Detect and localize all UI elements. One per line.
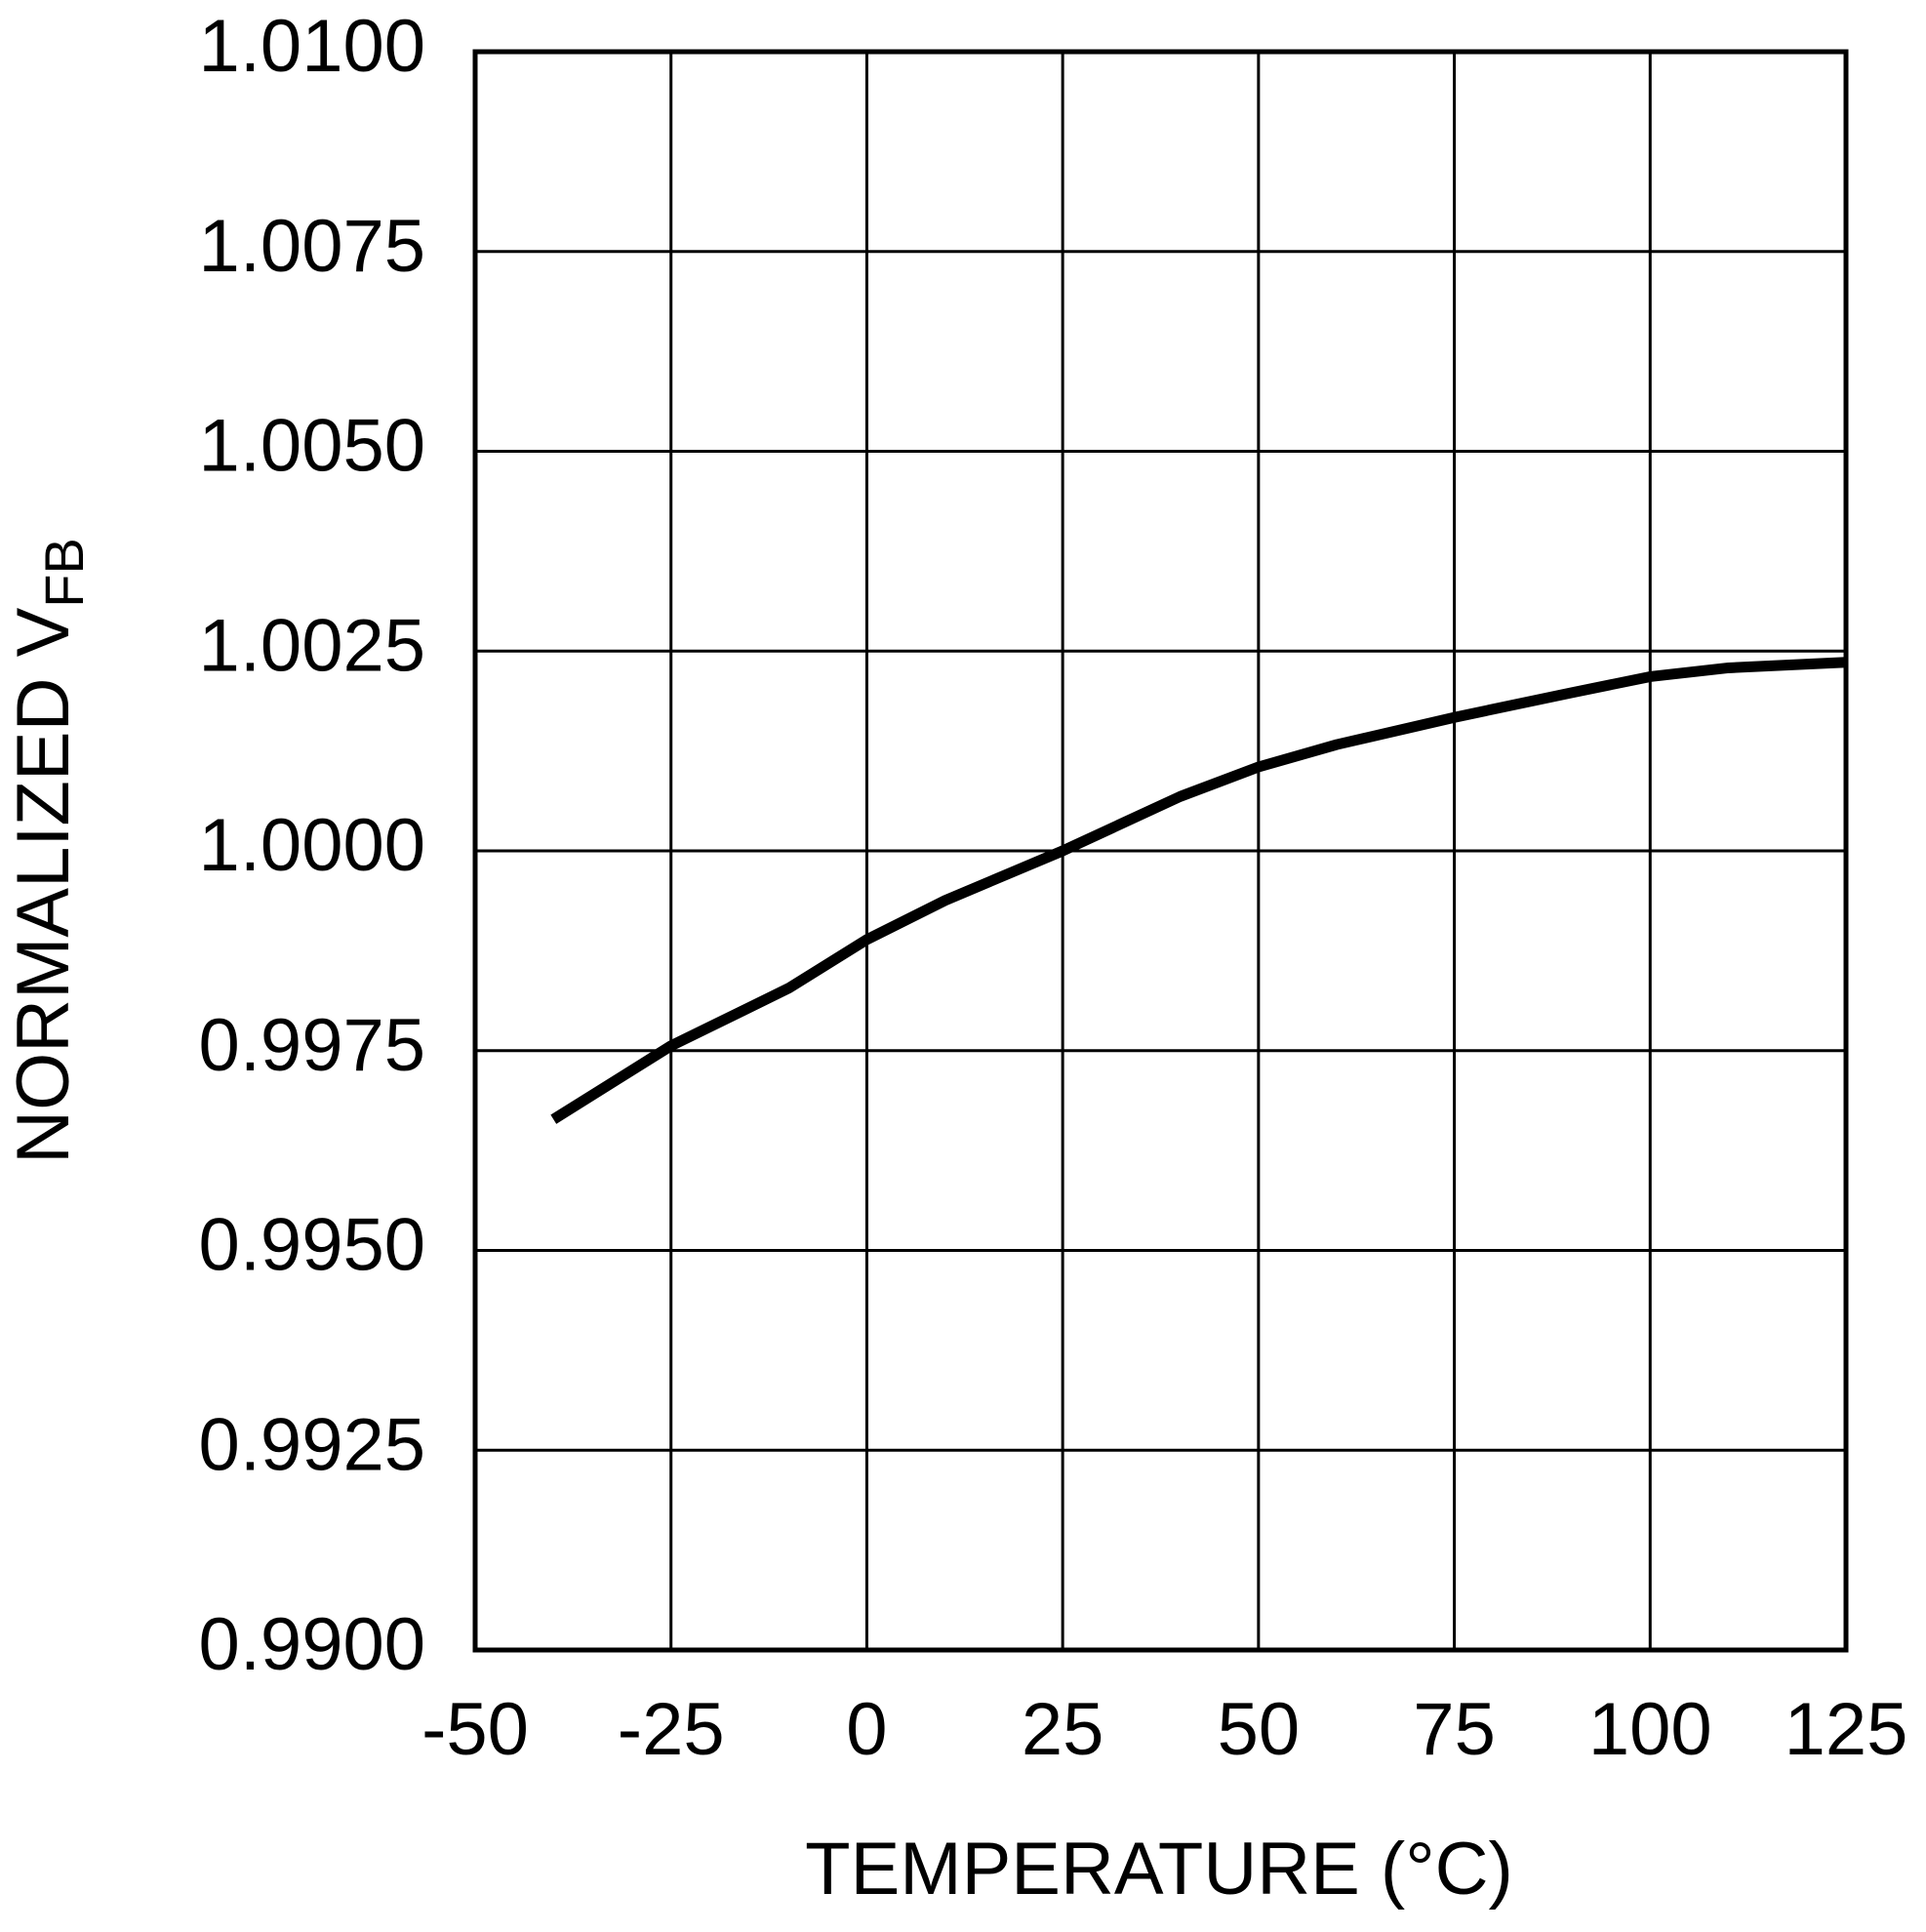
y-tick-label: 1.0075 — [199, 205, 425, 288]
data-line — [550, 657, 1847, 1124]
y-tick-label: 1.0025 — [199, 604, 425, 687]
y-tick-label: 1.0100 — [199, 5, 425, 88]
x-tick-label: -50 — [421, 1688, 529, 1771]
x-tick-label: -25 — [618, 1688, 725, 1771]
y-tick-label: 0.9900 — [199, 1603, 425, 1686]
y-tick-label: 1.0050 — [199, 405, 425, 488]
y-tick-label: 1.0000 — [199, 804, 425, 887]
x-axis-title: TEMPERATURE (°C) — [805, 1828, 1513, 1911]
y-axis-title-main: NORMALIZED V — [2, 607, 85, 1163]
x-tick-label: 0 — [846, 1688, 887, 1771]
x-tick-label: 100 — [1588, 1688, 1712, 1771]
x-tick-label: 75 — [1413, 1688, 1496, 1771]
y-tick-label: 0.9975 — [199, 1004, 425, 1087]
y-axis-title: NORMALIZED VFB — [2, 538, 95, 1164]
x-tick-label: 25 — [1022, 1688, 1104, 1771]
x-tick-label: 125 — [1785, 1688, 1908, 1771]
x-tick-label: 50 — [1218, 1688, 1301, 1771]
y-axis-title-sub: FB — [33, 538, 95, 608]
y-tick-label: 0.9950 — [199, 1204, 425, 1287]
y-tick-label: 0.9925 — [199, 1403, 425, 1486]
plot-frame — [472, 49, 1849, 1653]
